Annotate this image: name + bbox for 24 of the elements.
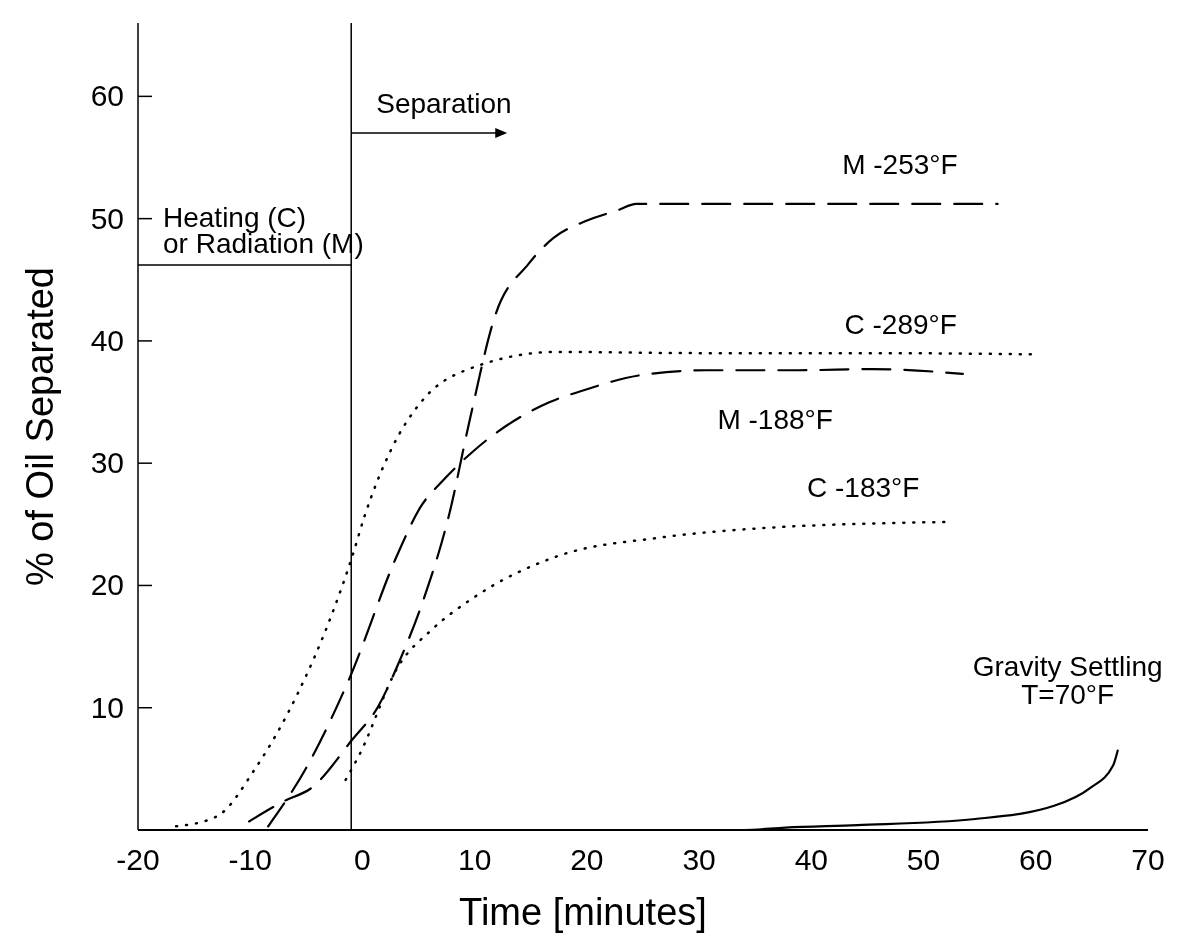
series-label: M -188°F <box>717 403 833 435</box>
y-tick-label: 40 <box>90 323 124 357</box>
annotation: Separation <box>376 88 512 119</box>
x-tick-label: -10 <box>228 843 272 876</box>
x-tick-label: 70 <box>1131 843 1165 876</box>
x-tick-label: 0 <box>354 843 371 876</box>
x-axis-title: Time [minutes] <box>459 891 707 933</box>
x-tick-label: -20 <box>116 843 160 876</box>
x-tick-label: 10 <box>457 843 492 876</box>
y-axis-title: % of Oil Separated <box>19 267 61 586</box>
x-tick-label: 20 <box>570 843 604 876</box>
y-tick-label: 50 <box>90 201 124 235</box>
series-label: C -289°F <box>844 309 957 341</box>
text: Gravity Settling T=70°F <box>972 650 1163 710</box>
y-tick-label: 30 <box>90 446 124 480</box>
series-label: M -253°F <box>842 148 958 180</box>
x-tick-label: 50 <box>906 843 941 876</box>
x-tick-label: 30 <box>682 843 716 876</box>
y-tick-label: 10 <box>90 690 124 724</box>
x-tick-label: 40 <box>794 843 829 876</box>
y-tick-label: 20 <box>90 568 124 602</box>
series-label: C -183°F <box>807 471 920 503</box>
y-tick-label: 60 <box>90 79 124 113</box>
x-tick-label: 60 <box>1019 843 1053 876</box>
